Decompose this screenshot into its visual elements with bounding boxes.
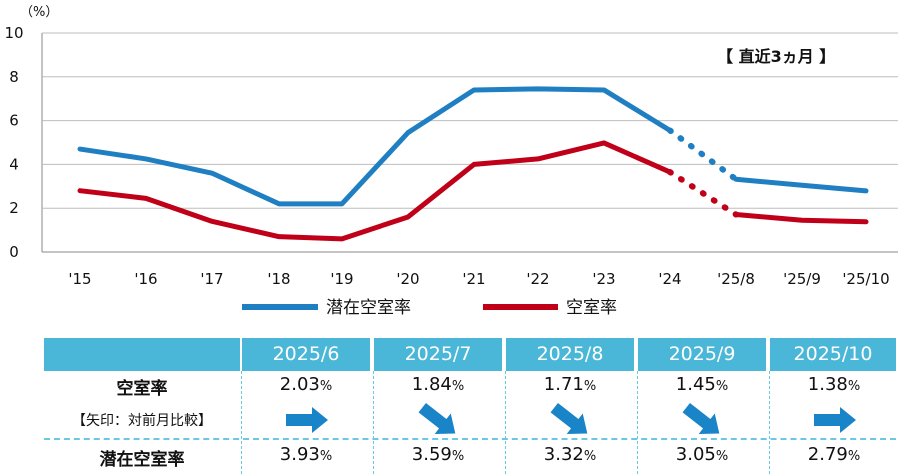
x-tick-label: '18 [267, 270, 290, 288]
col-divider [769, 371, 770, 474]
y-tick-label: 8 [9, 68, 19, 86]
x-tick-label: '25/9 [783, 270, 821, 288]
header-month-4: 2025/9 [638, 338, 766, 371]
vacancy-line-chart: （%） 0 2 4 6 8 10 '15 '16 '17 '18 '19 '20 '21 '22 '23 '… [4, 5, 898, 318]
legend-label-potential: 潜在空室率 [326, 298, 411, 318]
y-tick-label: 4 [9, 155, 19, 173]
x-tick-label: '22 [526, 270, 549, 288]
y-tick-label: 10 [4, 24, 23, 42]
arrow-row-label: 【矢印：対前月比較】 [72, 413, 212, 429]
vacancy-value: 2.03% [279, 374, 333, 395]
x-tick-label: '25/8 [717, 270, 755, 288]
potential-value: 3.32% [543, 444, 597, 465]
arrow-shape [814, 407, 856, 433]
y-tick-label: 2 [9, 199, 19, 217]
series-line-1 [77, 140, 673, 242]
series-dotted-connector-0 [667, 127, 739, 183]
unit-label: （%） [20, 5, 58, 20]
col-divider [505, 371, 506, 474]
trend-arrow-icon [770, 402, 898, 433]
x-tick-label: '15 [68, 270, 91, 288]
arrow-shape [418, 402, 456, 434]
potential-row-label: 潜在空室率 [99, 450, 185, 470]
trend-arrow-icon [374, 402, 502, 434]
arrow-shape [286, 407, 328, 433]
header-month-5: 2025/10 [770, 338, 896, 371]
recent-3-months-note: 【 直近3ヵ月 】 [717, 47, 835, 66]
arrow-shape [682, 402, 720, 434]
header-month-3: 2025/8 [506, 338, 634, 371]
x-tick-label: '24 [658, 270, 681, 288]
arrow-shape [550, 402, 588, 434]
x-tick-label: '19 [330, 270, 353, 288]
col-divider [637, 371, 638, 474]
x-tick-label: '23 [592, 270, 615, 288]
y-tick-label: 0 [9, 243, 19, 261]
trend-arrow-icon [506, 402, 634, 434]
legend-label-vacancy: 空室率 [566, 298, 617, 318]
header-month-2: 2025/7 [374, 338, 502, 371]
series-line-recent-0 [733, 176, 869, 194]
trend-arrow-icon [242, 402, 370, 433]
monthly-table: 2025/6 2025/7 2025/8 2025/9 2025/10 空室率 … [44, 338, 896, 474]
col-divider [241, 371, 242, 474]
potential-value: 3.59% [411, 444, 465, 465]
potential-value: 3.93% [279, 444, 333, 465]
x-tick-label: '16 [134, 270, 157, 288]
vacancy-value: 1.71% [543, 374, 597, 395]
vacancy-value: 1.84% [411, 374, 465, 395]
x-tick-label: '17 [200, 270, 223, 288]
table-header: 2025/6 2025/7 2025/8 2025/9 2025/10 [44, 338, 896, 371]
row-divider [44, 438, 896, 440]
x-tick-label: '20 [396, 270, 419, 288]
vacancy-value: 1.45% [675, 374, 729, 395]
potential-value: 3.05% [675, 444, 729, 465]
x-tick-label: '21 [462, 270, 485, 288]
series-line-0 [77, 86, 673, 207]
vacancy-row-label: 空室率 [116, 379, 168, 399]
header-blank-cell [44, 338, 240, 371]
col-divider [373, 371, 374, 474]
series-dotted-connector-1 [667, 169, 739, 218]
potential-value: 2.79% [807, 444, 861, 465]
trend-arrow-icon [638, 402, 766, 434]
legend: 潜在空室率 空室率 [242, 298, 617, 318]
series-line-recent-1 [733, 212, 869, 225]
vacancy-value: 1.38% [807, 374, 861, 395]
header-month-1: 2025/6 [242, 338, 370, 371]
x-tick-label: '25/10 [842, 270, 889, 288]
y-tick-label: 6 [9, 112, 19, 130]
